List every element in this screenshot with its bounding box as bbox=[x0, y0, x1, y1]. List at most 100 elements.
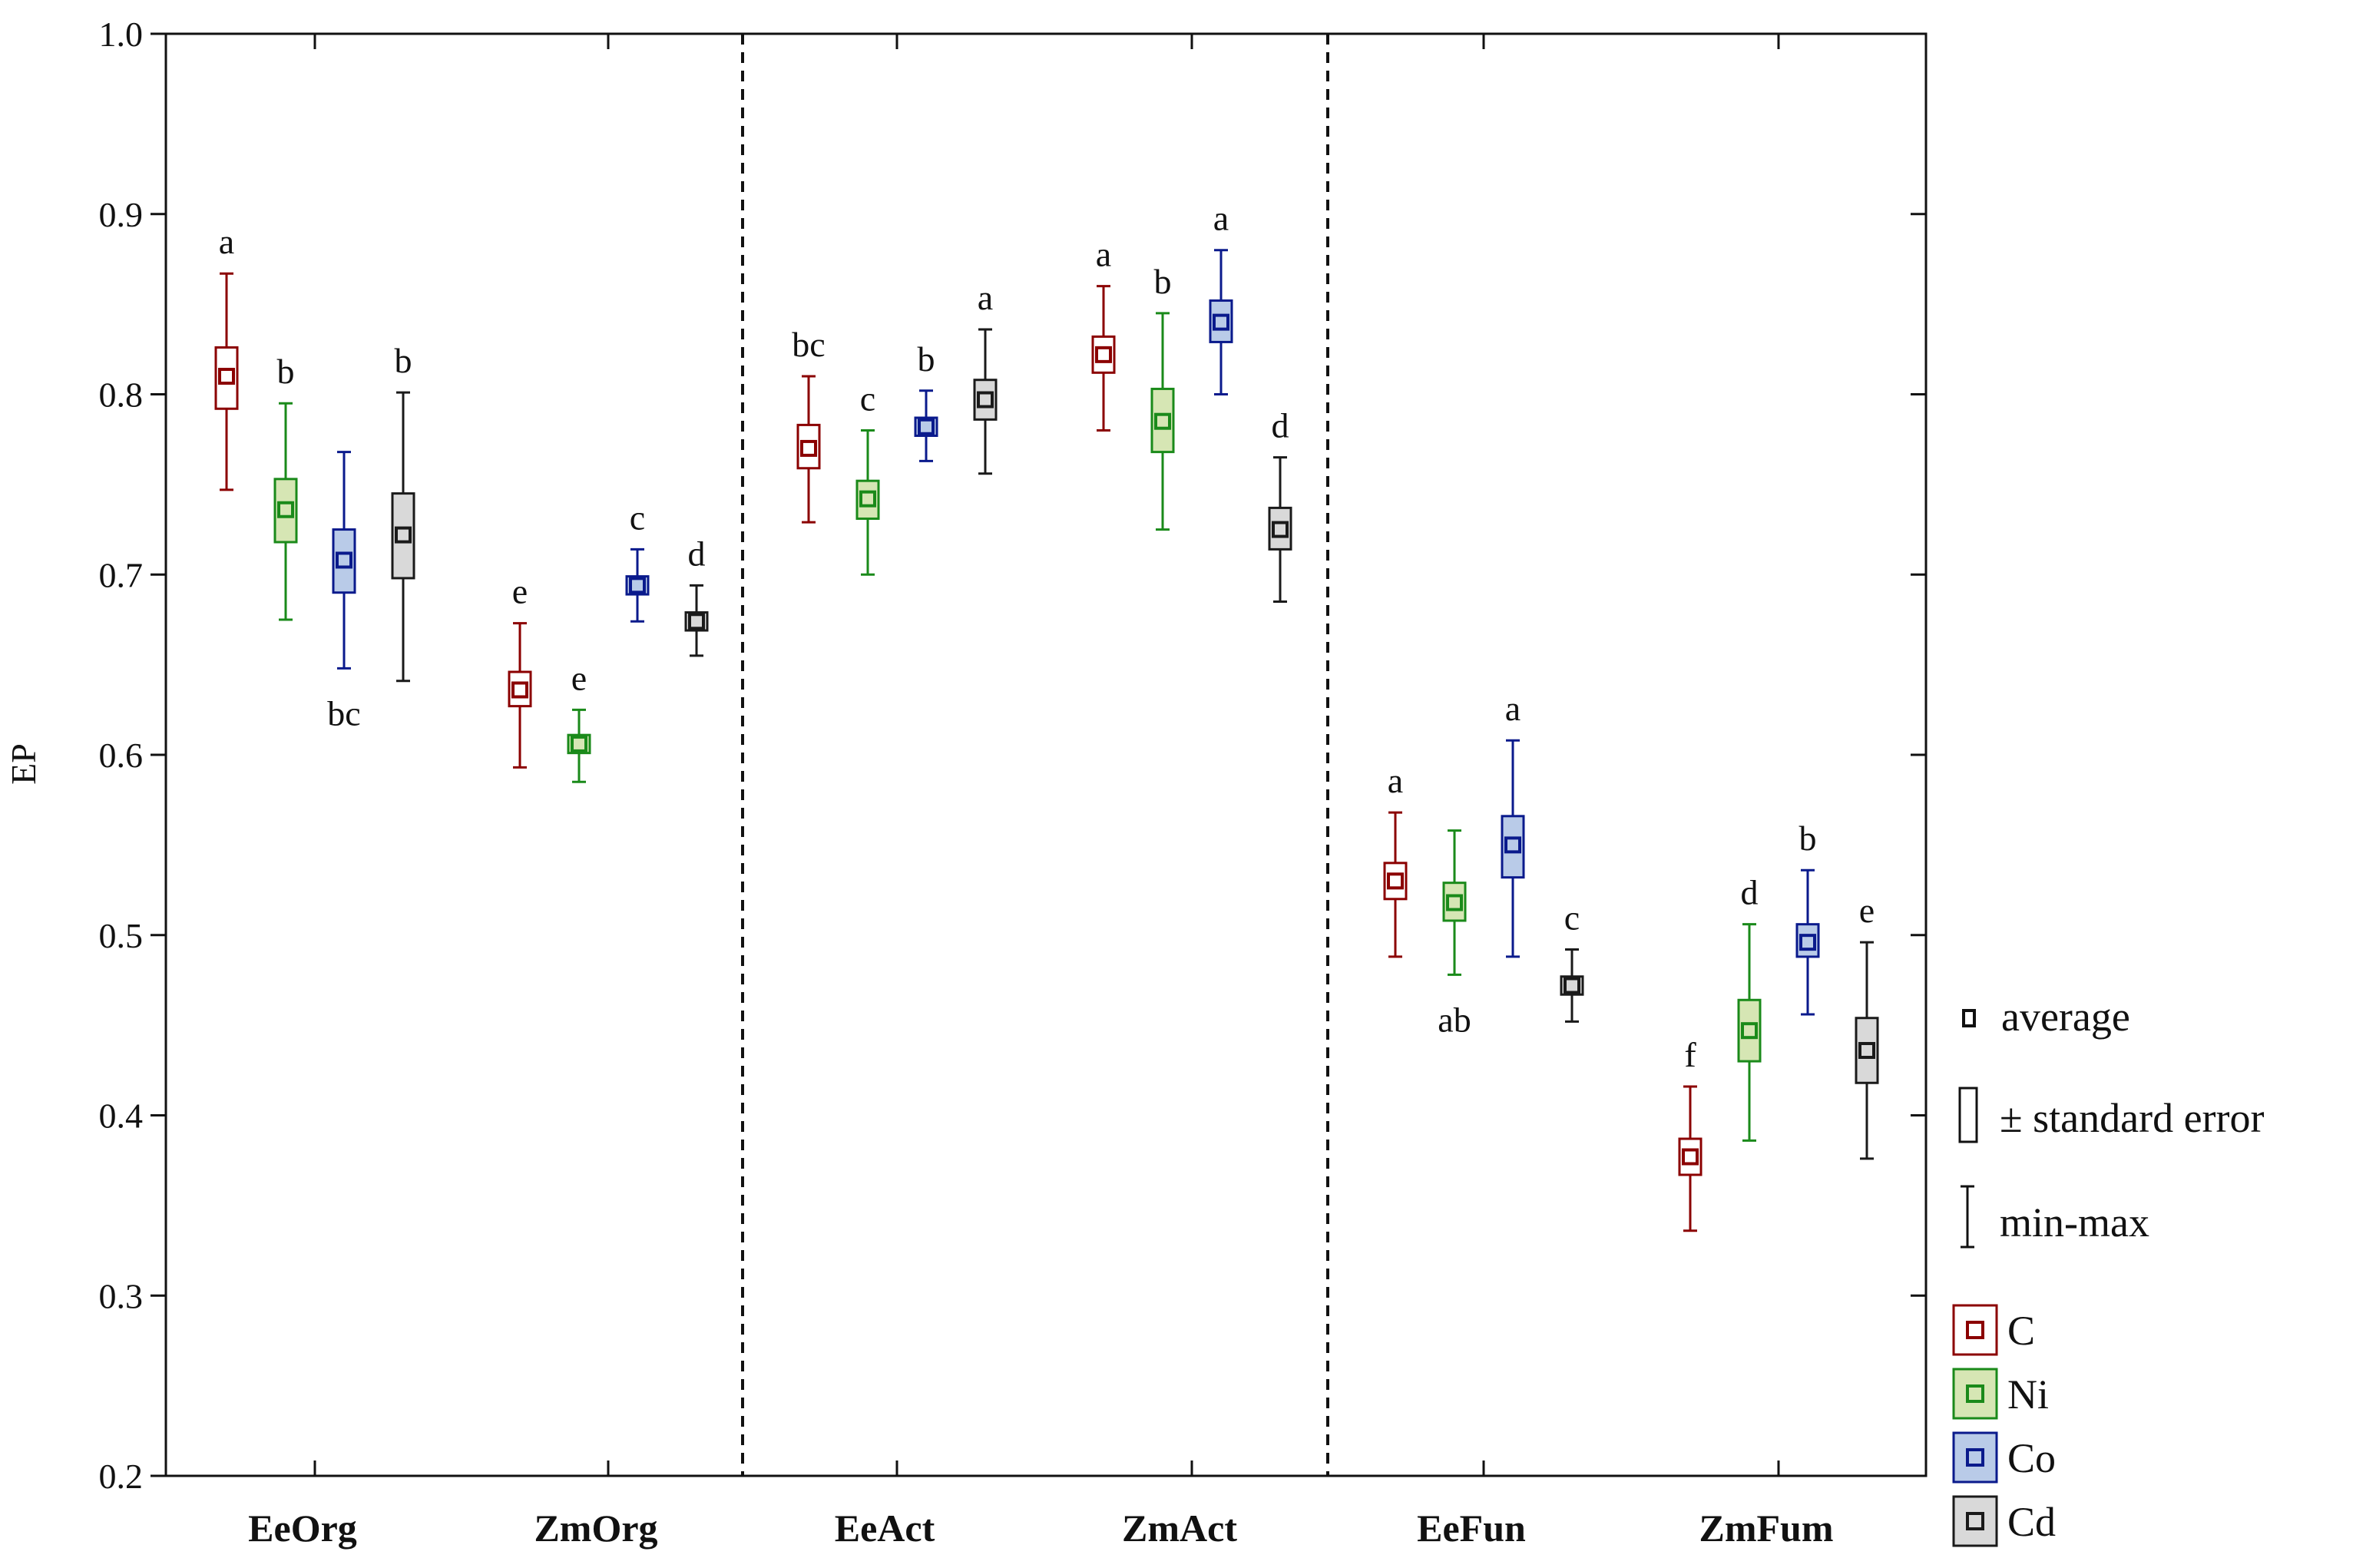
mean-marker bbox=[1564, 977, 1580, 994]
significance-letter: a bbox=[978, 278, 993, 317]
mean-marker bbox=[1446, 894, 1463, 911]
box-Co-EeAct: b bbox=[914, 339, 938, 462]
legend-series: C Ni Co Cd bbox=[1952, 1304, 2056, 1547]
mean-marker bbox=[1095, 346, 1112, 363]
box-Ni-ZmOrg: e bbox=[567, 658, 591, 783]
box-Co-EeOrg: bc bbox=[327, 451, 361, 733]
significance-letter: b bbox=[395, 341, 412, 380]
significance-letter: a bbox=[1505, 689, 1521, 728]
significance-letter: a bbox=[1213, 199, 1229, 238]
mean-marker bbox=[1799, 934, 1816, 951]
x-tick-label: ZmFum bbox=[1699, 1507, 1834, 1550]
box-C-EeAct: bc bbox=[792, 325, 826, 524]
significance-letter: b bbox=[1799, 819, 1817, 858]
significance-letter: a bbox=[1096, 235, 1111, 274]
y-tick-label: 0.4 bbox=[99, 1097, 144, 1136]
legend-swatch bbox=[1952, 1495, 1998, 1547]
legend-swatch-marker bbox=[1966, 1384, 1984, 1403]
legend-minmax-marker bbox=[1961, 1185, 1974, 1249]
x-tick-label: EeFun bbox=[1417, 1507, 1526, 1550]
box-Cd-ZmFum: e bbox=[1855, 891, 1879, 1160]
y-tick-label: 0.7 bbox=[99, 555, 144, 594]
box-C-ZmOrg: e bbox=[508, 572, 532, 769]
mean-marker bbox=[1858, 1041, 1875, 1059]
box-Cd-ZmAct: d bbox=[1268, 406, 1292, 603]
mean-marker bbox=[1272, 521, 1289, 538]
mean-marker bbox=[1213, 313, 1229, 331]
significance-letter: e bbox=[571, 658, 587, 697]
significance-letter: e bbox=[1859, 891, 1875, 930]
box-Ni-EeFun: ab bbox=[1438, 829, 1471, 1039]
mean-marker bbox=[277, 501, 294, 518]
legend-swatch bbox=[1952, 1431, 1998, 1484]
significance-letter: b bbox=[277, 352, 295, 391]
legend-entry-C: C bbox=[1952, 1304, 2035, 1356]
legend-se-label: ± standard error bbox=[2000, 1095, 2265, 1141]
significance-letter: c bbox=[630, 498, 645, 537]
mean-marker bbox=[395, 526, 412, 544]
significance-letter: f bbox=[1684, 1035, 1696, 1074]
x-tick-label: EeOrg bbox=[248, 1507, 357, 1550]
legend-minmax-label: min-max bbox=[2000, 1199, 2149, 1245]
mean-marker bbox=[511, 681, 528, 699]
legend-series-label: C bbox=[2007, 1308, 2035, 1354]
box-Cd-EeAct: a bbox=[973, 278, 998, 475]
mean-marker bbox=[1741, 1022, 1758, 1040]
y-tick-label: 0.5 bbox=[99, 916, 144, 955]
mean-marker bbox=[218, 368, 235, 385]
y-tick-label: 0.2 bbox=[99, 1457, 144, 1496]
y-axis: 0.2 0.3 0.4 0.5 0.6 0.7 0.8 0.9 1.0 bbox=[99, 15, 1926, 1496]
box-Ni-EeOrg: b bbox=[273, 352, 298, 621]
box-Co-ZmOrg: c bbox=[625, 498, 650, 623]
significance-letter: a bbox=[1388, 761, 1403, 800]
group-dividers bbox=[741, 34, 1329, 1476]
significance-letter: e bbox=[512, 572, 528, 611]
x-axis: EeOrg ZmOrg EeAct ZmAct EeFun ZmFum bbox=[248, 34, 1834, 1550]
significance-letter: d bbox=[1272, 406, 1289, 445]
mean-marker bbox=[336, 551, 352, 569]
legend-series-label: Co bbox=[2007, 1435, 2056, 1481]
box-Ni-EeAct: c bbox=[855, 379, 880, 576]
y-axis-label: EP bbox=[4, 743, 43, 785]
x-tick-label: ZmOrg bbox=[534, 1507, 657, 1550]
significance-letter: bc bbox=[792, 325, 825, 364]
mean-marker bbox=[977, 391, 994, 409]
plot-border bbox=[164, 32, 1928, 1477]
y-tick-label: 1.0 bbox=[99, 15, 144, 54]
legend-swatch-marker bbox=[1966, 1448, 1984, 1467]
mean-marker bbox=[688, 613, 705, 630]
significance-letter: c bbox=[1564, 898, 1580, 938]
significance-letter: d bbox=[1741, 873, 1759, 912]
y-tick-label: 0.6 bbox=[99, 736, 144, 775]
significance-letter: b bbox=[918, 339, 935, 379]
legend-entry-Ni: Ni bbox=[1952, 1368, 2049, 1420]
mean-marker bbox=[1504, 836, 1521, 854]
mean-marker bbox=[859, 490, 876, 508]
mean-marker bbox=[918, 418, 935, 435]
significance-letter: c bbox=[860, 379, 875, 418]
box-Ni-ZmAct: b bbox=[1150, 262, 1175, 531]
y-tick-label: 0.8 bbox=[99, 375, 144, 415]
mean-marker bbox=[571, 735, 587, 753]
legend-swatch-marker bbox=[1966, 1321, 1984, 1339]
mean-marker bbox=[1682, 1148, 1699, 1166]
legend: average ± standard error min-max C Ni Co Cd bbox=[1952, 994, 2265, 1547]
mean-marker bbox=[1154, 412, 1171, 430]
significance-letter: a bbox=[219, 222, 234, 261]
plot-frame bbox=[164, 32, 1928, 1477]
legend-entry-Co: Co bbox=[1952, 1431, 2056, 1484]
box-Cd-EeFun: c bbox=[1560, 898, 1584, 1023]
box-Cd-EeOrg: b bbox=[391, 341, 415, 683]
legend-swatch bbox=[1952, 1368, 1998, 1420]
significance-letter: bc bbox=[327, 693, 360, 733]
y-tick-label: 0.3 bbox=[99, 1276, 144, 1315]
legend-swatch bbox=[1952, 1304, 1998, 1356]
box-Cd-ZmOrg: d bbox=[684, 534, 709, 657]
box-C-ZmAct: a bbox=[1091, 235, 1116, 432]
box-Ni-ZmFum: d bbox=[1737, 873, 1762, 1142]
legend-average-label: average bbox=[2001, 994, 2130, 1040]
x-tick-label: EeAct bbox=[835, 1507, 935, 1550]
box-C-ZmFum: f bbox=[1678, 1035, 1703, 1232]
